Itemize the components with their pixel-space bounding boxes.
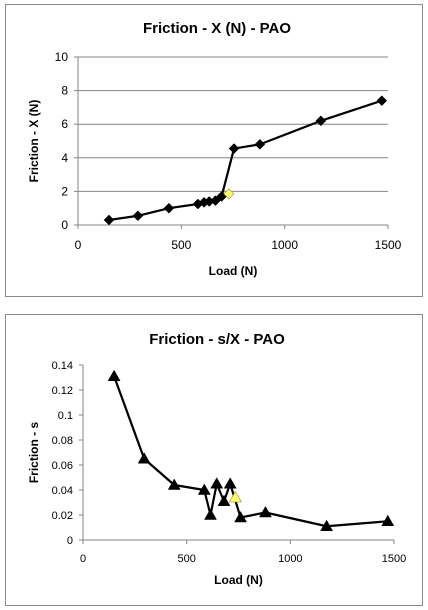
x-tick-label: 0 xyxy=(75,238,82,252)
highlighted-point-marker xyxy=(223,188,235,200)
x-axis-label: Load (N) xyxy=(209,264,258,278)
data-point-marker xyxy=(210,477,224,489)
highlighted-point-marker xyxy=(228,490,242,503)
data-point-marker xyxy=(210,195,221,206)
y-tick-label: 0.04 xyxy=(52,485,73,497)
data-point-marker xyxy=(315,115,327,127)
data-point-marker xyxy=(228,143,240,154)
series-line xyxy=(108,99,383,222)
data-point-marker xyxy=(234,510,248,523)
data-point-marker xyxy=(167,478,181,490)
y-tick-label: 0.02 xyxy=(52,510,73,522)
data-point-marker xyxy=(103,214,115,226)
x-tick-label: 0 xyxy=(80,553,86,565)
series-line xyxy=(113,375,388,528)
data-point-marker xyxy=(197,483,211,495)
x-tick-label: 1000 xyxy=(271,238,298,252)
x-tick-label: 1500 xyxy=(382,553,406,565)
chart-title: Friction - s/X - PAO xyxy=(149,331,285,348)
y-tick-label: 0.12 xyxy=(52,385,73,397)
data-point-marker xyxy=(217,494,231,506)
x-tick-label: 1000 xyxy=(278,553,302,565)
y-tick-label: 0.1 xyxy=(58,410,73,422)
chart-friction-s: Friction - s/X - PAO 0 0.02 0.04 0.06 0.08 0.1… xyxy=(27,331,406,587)
data-point-marker xyxy=(132,210,144,222)
chart-friction-x: Friction - X (N) - PAO 0 2 4 6 8 10 0 500 1000 150… xyxy=(27,20,402,278)
y-tick-label: 0 xyxy=(67,535,73,547)
data-point-marker xyxy=(107,369,121,381)
data-point-marker xyxy=(376,95,388,107)
chart-panel-friction-x: Friction - X (N) - PAO 0 2 4 6 8 10 0 500 1000 150… xyxy=(5,4,423,297)
data-point-marker xyxy=(381,514,395,526)
y-tick-label: 0.08 xyxy=(52,435,73,447)
y-tick-label: 6 xyxy=(61,117,68,131)
chart-title: Friction - X (N) - PAO xyxy=(143,20,291,37)
x-tick-label: 1500 xyxy=(375,238,402,252)
data-point-marker xyxy=(223,477,237,489)
y-tick-label: 0.06 xyxy=(52,460,73,472)
y-tick-label: 0 xyxy=(61,218,68,232)
y-tick-label: 8 xyxy=(61,84,68,98)
y-axis-label: Friction - X (N) xyxy=(27,100,41,183)
chart-panel-friction-s: Friction - s/X - PAO 0 0.02 0.04 0.06 0.08 0.1… xyxy=(5,314,423,606)
data-point-marker xyxy=(137,452,151,464)
data-point-marker xyxy=(163,202,175,214)
y-axis-label: Friction - s xyxy=(27,422,41,484)
data-point-marker xyxy=(204,508,217,520)
data-point-marker xyxy=(320,519,334,531)
y-tick-label: 4 xyxy=(61,151,68,165)
x-tick-label: 500 xyxy=(177,553,195,565)
x-tick-label: 500 xyxy=(171,238,191,252)
y-tick-label: 0.14 xyxy=(52,360,73,372)
x-axis-label: Load (N) xyxy=(214,573,263,587)
y-tick-label: 10 xyxy=(55,50,69,64)
y-tick-label: 2 xyxy=(61,184,68,198)
data-point-marker xyxy=(259,505,272,518)
data-point-marker xyxy=(254,139,266,150)
